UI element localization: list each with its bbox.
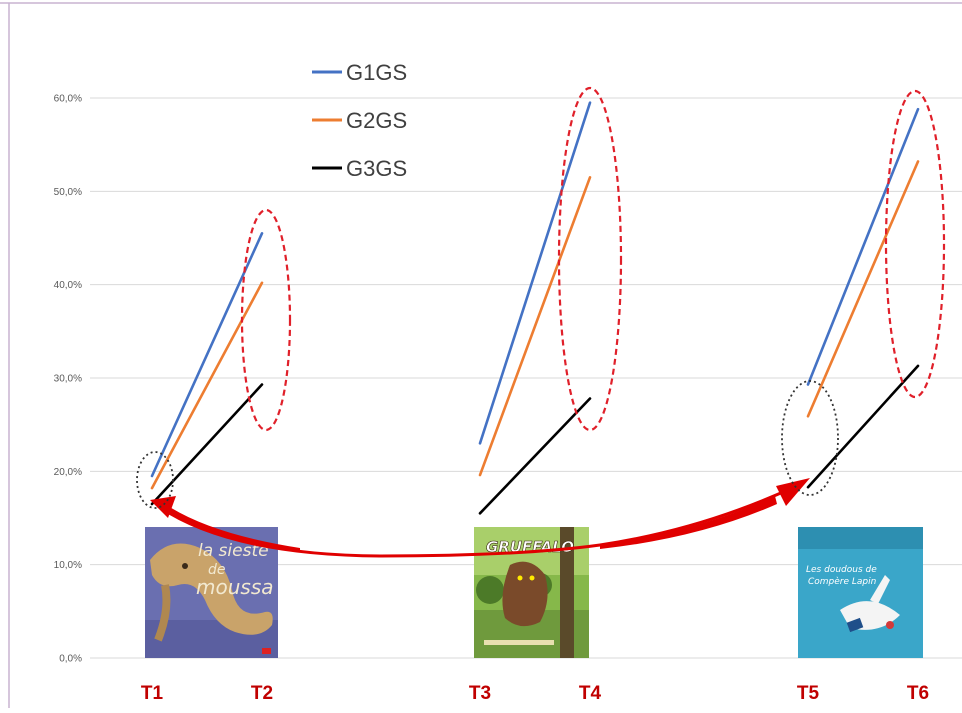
arrow-tail-head [150,496,176,518]
svg-text:Compère Lapin: Compère Lapin [808,576,877,587]
x-label-t2: T2 [251,683,273,704]
series-line-g3gs-segment-1 [150,383,264,506]
book-cover-gruffalo: GRUFFALO [474,527,589,658]
svg-text:Les doudous de: Les doudous de [806,565,877,575]
ellipse-red-t6 [884,89,946,399]
legend-label-g3gs: G3GS [346,156,407,181]
ellipse-black-t1 [136,451,174,509]
highlight-ellipses [136,86,946,509]
series-line-g2gs-segment-2 [478,176,592,477]
ellipse-red-t4 [557,86,623,432]
legend-label-g1gs: G1GS [346,60,407,85]
svg-text:de: de [208,562,226,578]
book-cover-doudous: Les doudous de Compère Lapin [798,527,923,658]
series-line-g3gs-segment-2 [478,397,592,515]
series-line-g1gs-segment-2 [478,101,592,445]
x-axis-labels: T1 T2 T3 T4 T5 T6 [141,683,929,704]
series-lines [150,101,920,515]
x-label-t6: T6 [907,683,929,704]
red-arrow [150,478,810,558]
legend: G1GS G2GS G3GS [312,60,407,181]
y-tick-label: 20,0% [54,467,82,478]
x-label-t1: T1 [141,683,164,704]
x-label-t3: T3 [469,683,491,704]
arrow-thick-head-body [600,496,777,549]
series-line-g1gs-segment-1 [150,232,264,478]
y-axis-ticks: 0,0% 10,0% 20,0% 30,0% 40,0% 50,0% 60,0% [54,94,82,665]
y-tick-label: 30,0% [54,374,82,385]
arrow-thick-tail [158,504,300,552]
legend-label-g2gs: G2GS [346,108,407,133]
y-tick-label: 60,0% [54,94,82,105]
arrow-head [776,478,810,506]
x-label-t4: T4 [579,683,602,704]
series-line-g1gs-segment-3 [806,107,920,386]
book-covers: la sieste de moussa GRUFFALO Les doudous… [145,527,923,658]
series-line-g2gs-segment-1 [150,281,264,490]
series-line-g2gs-segment-3 [806,160,920,418]
svg-text:la sieste: la sieste [198,541,269,561]
x-label-t5: T5 [797,683,820,704]
y-tick-label: 40,0% [54,280,82,291]
y-tick-label: 50,0% [54,187,82,198]
book-cover-sieste-moussa: la sieste de moussa [145,527,278,658]
y-tick-label: 10,0% [54,560,82,571]
ellipse-black-t5 [781,380,839,496]
svg-text:moussa: moussa [196,575,274,599]
series-line-g3gs-segment-3 [806,364,920,489]
ellipse-red-t2 [240,208,292,432]
y-tick-label: 0,0% [59,654,82,665]
